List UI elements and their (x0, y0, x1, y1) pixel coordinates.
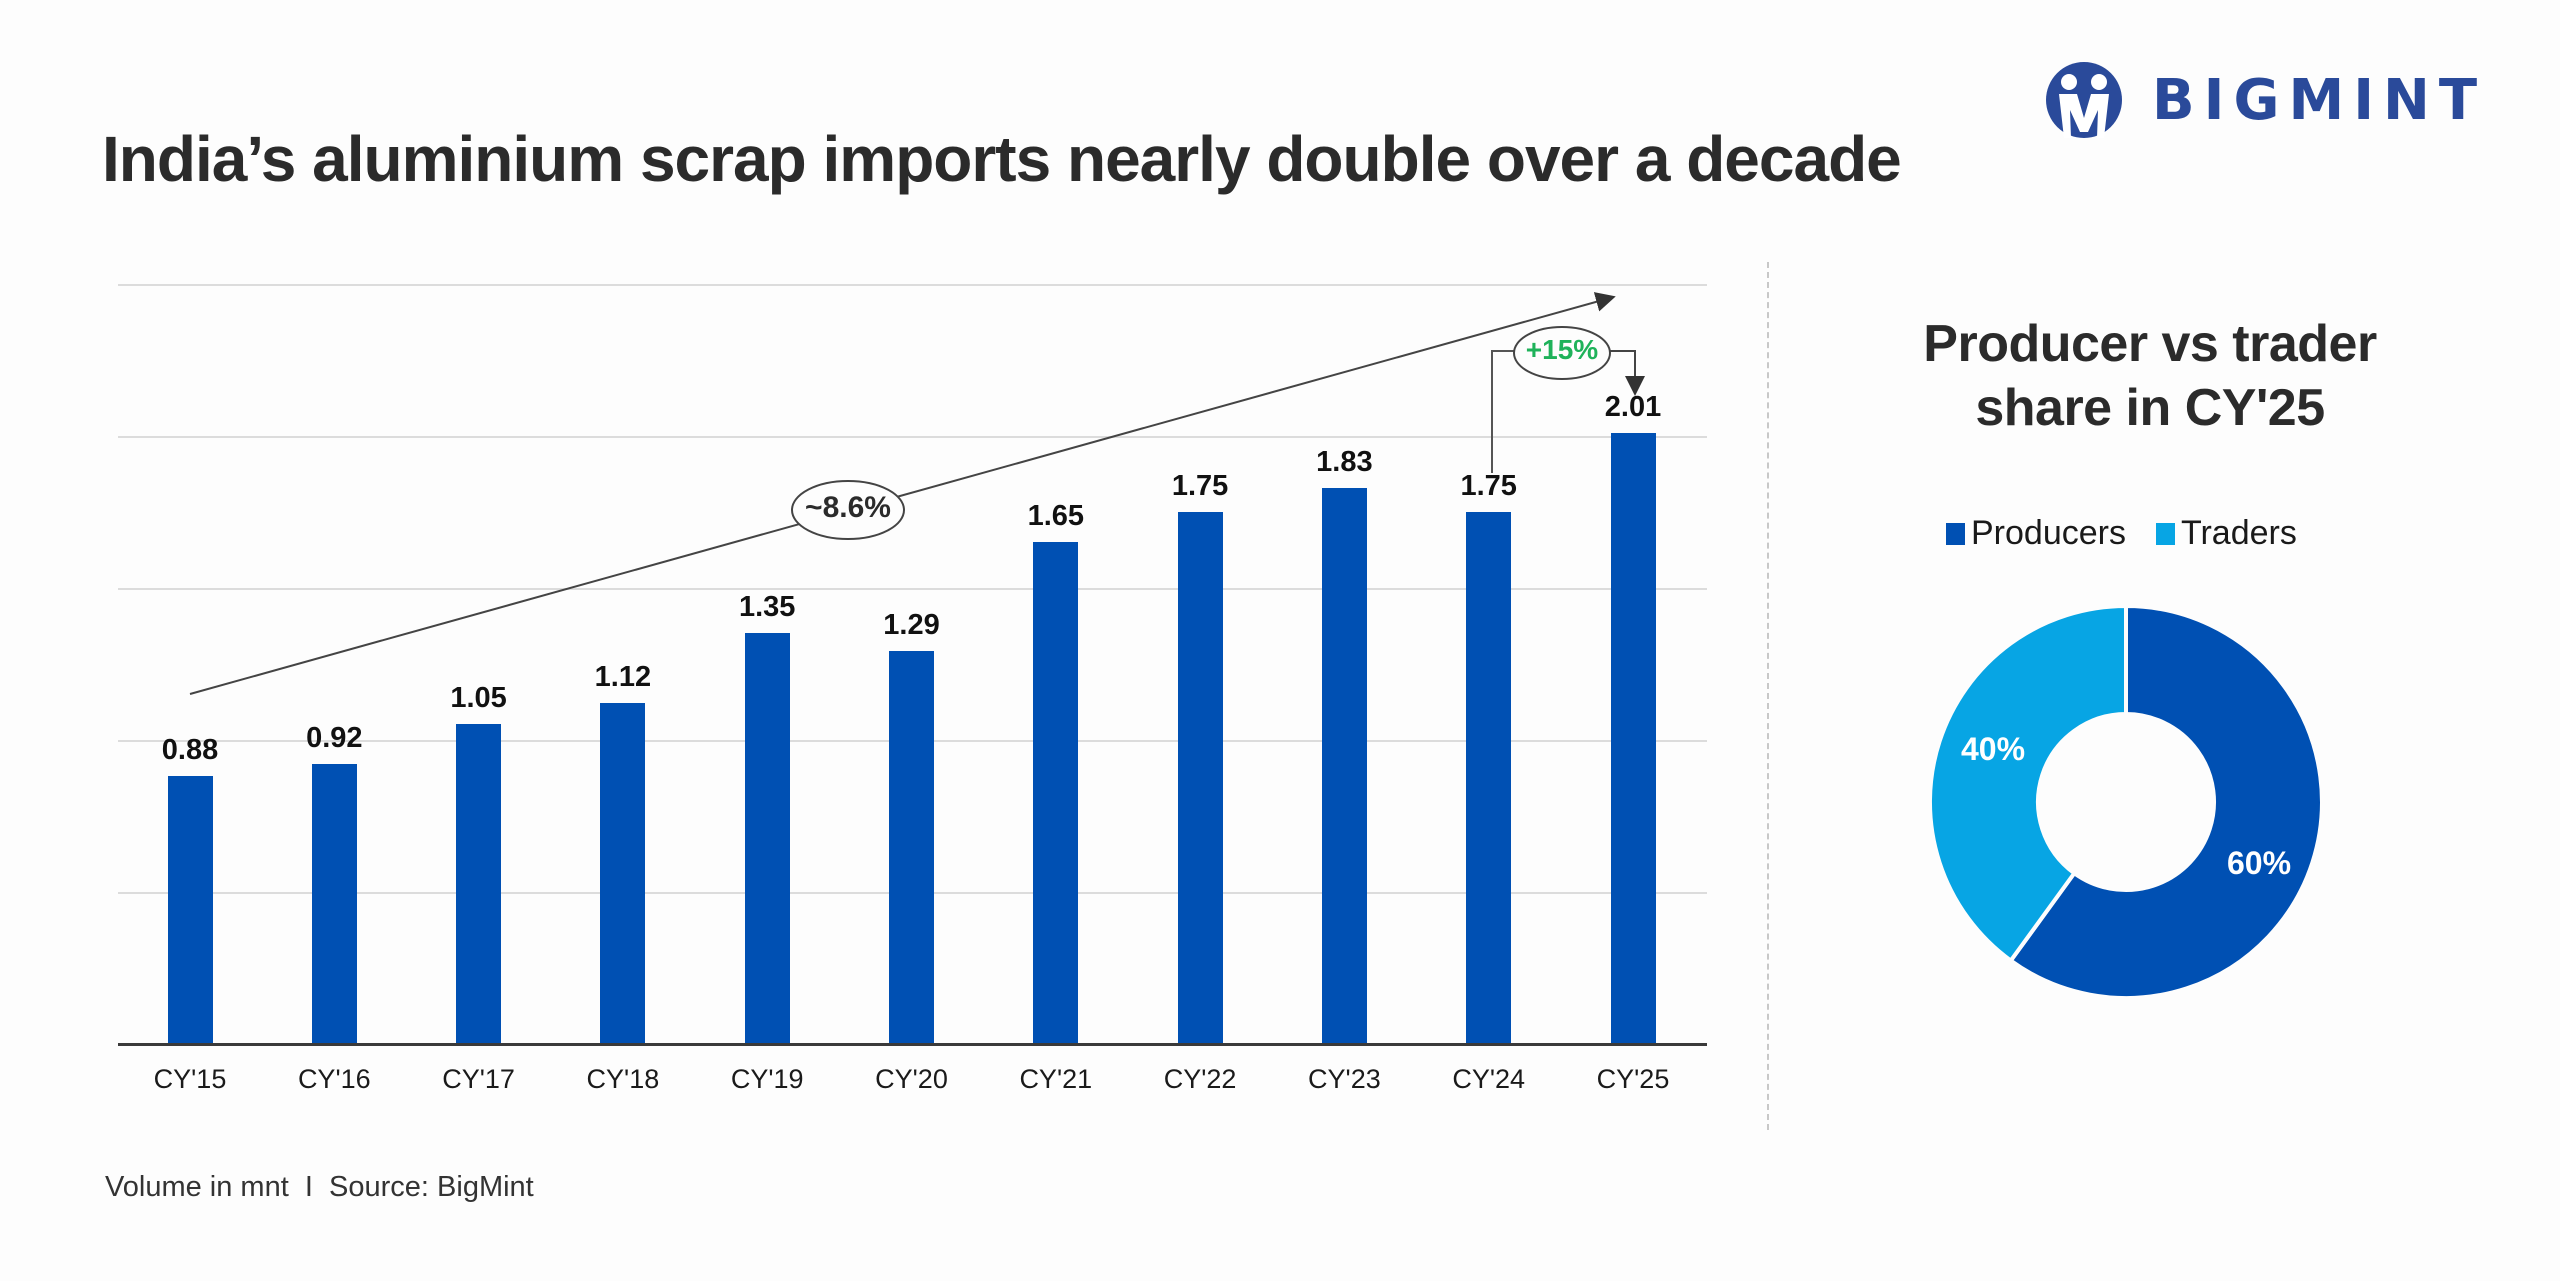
bigmint-logo: BIGMINT (2044, 58, 2486, 142)
bar (744, 633, 790, 1043)
trend-arrow (189, 292, 1616, 695)
legend-label-traders: Traders (2180, 514, 2297, 552)
logo-text: BIGMINT (2152, 67, 2487, 133)
bar (311, 763, 357, 1043)
x-tick-label: CY'23 (1308, 1064, 1381, 1094)
bar-value-label: 2.01 (1604, 390, 1662, 423)
cagr-bubble (791, 480, 905, 540)
bar (1610, 432, 1656, 1043)
bar (167, 775, 213, 1043)
bar (889, 651, 934, 1043)
bar (456, 724, 502, 1043)
yoy-label: +15% (1525, 334, 1599, 365)
donut-chart: 60% 40% (1927, 603, 2324, 1000)
x-tick-label: CY'21 (1019, 1064, 1093, 1094)
donut-title-line2: share in CY'25 (1975, 379, 2325, 437)
bar-value-label: 0.92 (306, 721, 363, 754)
bar (1321, 487, 1367, 1043)
gridline (118, 588, 1707, 590)
x-tick-label: CY'24 (1452, 1064, 1526, 1094)
bar (1466, 511, 1512, 1043)
bar (1177, 511, 1223, 1043)
bar-value-label: 1.75 (1171, 469, 1229, 502)
x-tick-label: CY'17 (442, 1064, 515, 1094)
x-tick-label: CY'18 (586, 1064, 660, 1094)
x-tick-label: CY'16 (297, 1064, 371, 1094)
source-note: Volume in mnt I Source: BigMint (105, 1171, 534, 1203)
bar (1033, 542, 1079, 1043)
bar-value-label: 1.75 (1460, 469, 1517, 502)
x-tick-label: CY'25 (1596, 1064, 1670, 1094)
yoy-bubble (1513, 326, 1611, 380)
bar-value-label: 1.83 (1316, 445, 1373, 478)
bar-value-label: 1.65 (1027, 500, 1085, 533)
bar-chart: 0.88 0.92 1.05 1.12 1.35 1.29 1.65 1.75 1.83 1.75… (118, 284, 1707, 1094)
donut-slice-traders (1927, 603, 2128, 964)
bar-value-label: 1.12 (594, 661, 652, 694)
donut-title: Producer vs trader share in CY'25 (1800, 312, 2500, 440)
bar (600, 703, 646, 1043)
annotation-layer (189, 292, 1645, 695)
bar-value-label: 0.88 (161, 733, 219, 766)
donut-legend: Producers Traders (1946, 514, 2327, 553)
donut-label-producers: 60% (2227, 845, 2291, 881)
legend-label-producers: Producers (1971, 514, 2126, 552)
traders-swatch-icon (2155, 522, 2175, 545)
x-tick-label: CY'19 (730, 1064, 804, 1094)
yoy-bracket-left (1491, 350, 1515, 473)
legend-item-producers: Producers (1946, 514, 2126, 553)
legend-item-traders: Traders (2155, 514, 2297, 553)
x-tick-label: CY'20 (875, 1064, 948, 1094)
bigmint-logo-icon (2046, 62, 2122, 138)
bar-value-label: 1.35 (738, 591, 796, 624)
donut-title-line1: Producer vs trader (1923, 315, 2377, 373)
x-tick-label: CY'22 (1163, 1064, 1237, 1094)
bar-value-label: 1.05 (450, 682, 507, 715)
donut-label-traders: 40% (1961, 731, 2025, 767)
producers-swatch-icon (1946, 522, 1965, 545)
x-tick-label: CY'15 (153, 1064, 227, 1094)
chart-title: India’s aluminium scrap imports nearly d… (102, 123, 1902, 195)
gridline (118, 284, 1707, 286)
cagr-label: ~8.6% (805, 491, 891, 524)
gridline (118, 436, 1707, 438)
bar-value-label: 1.29 (883, 609, 940, 642)
x-axis-line (118, 1043, 1707, 1046)
yoy-bracket-right (1610, 350, 1645, 396)
donut-slice-producers (2008, 603, 2324, 1000)
panel-divider (1767, 262, 1769, 1130)
